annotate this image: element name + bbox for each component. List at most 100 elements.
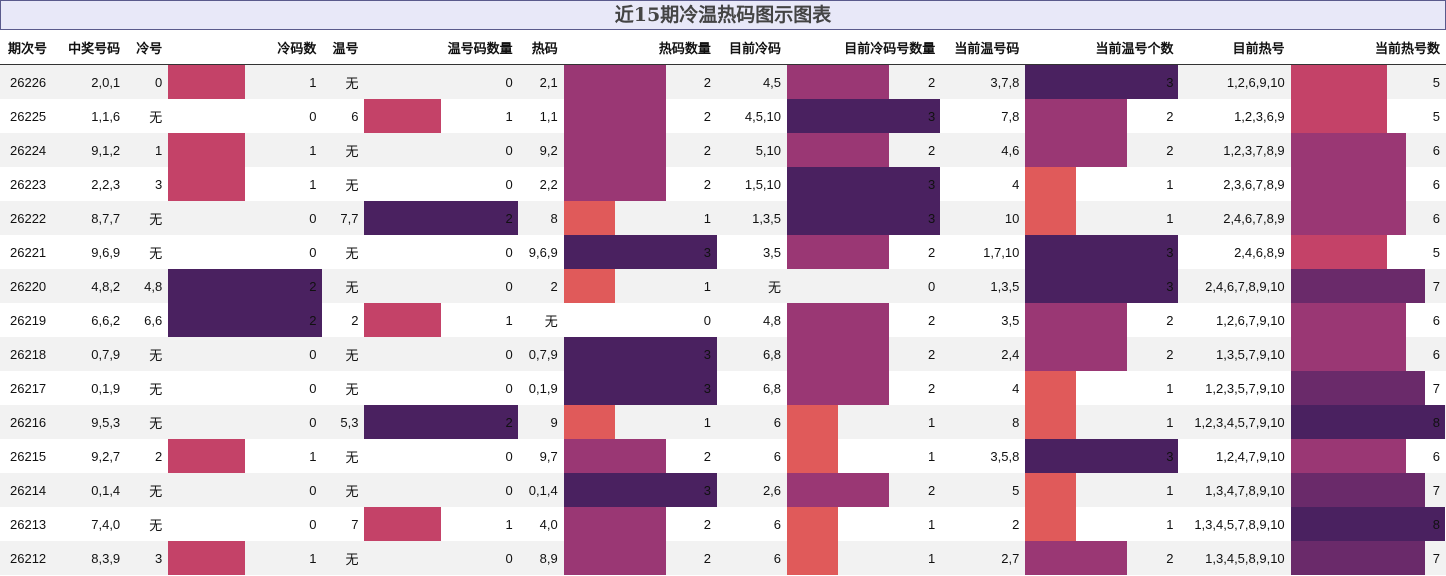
count-value: 2 [703, 176, 711, 192]
count-bar [168, 541, 246, 575]
cell-draw: 2,0,1 [57, 64, 127, 99]
header-issue[interactable]: 期次号 [0, 30, 58, 65]
cell-cold: 3 [126, 167, 169, 201]
header-current-cold[interactable]: 目前冷码 [716, 30, 788, 65]
cell-draw: 2,2,3 [57, 167, 127, 201]
cell-cold: 3 [126, 541, 169, 575]
count-bar [1025, 439, 1179, 473]
header-current-warm-count[interactable]: 当前温号个数 [1025, 30, 1180, 65]
cell-current-cold: 1,5,10 [716, 167, 788, 201]
table-row: 26216 9,5,3 无 0 5,3 2 9 1 6 1 8 1 1,2,3,4,5,7,9,10 8 [0, 405, 1446, 439]
cell-draw: 6,6,2 [57, 303, 127, 337]
table-row: 26221 9,6,9 无 0 无 0 9,6,9 3 3,5 2 1,7,10 3 2,4,6,8,9… [0, 235, 1446, 269]
table-row: 26223 2,2,3 3 1 无 0 2,2 2 1,5,10 3 4 1 2,3,6,7,8,9 6 [0, 167, 1446, 201]
cell-hot: 0,1,9 [518, 371, 564, 405]
count-bar [563, 167, 666, 201]
table-row: 26224 9,1,2 1 1 无 0 9,2 2 5,10 2 4,6 2 1,2,3,7,8,9 6 [0, 133, 1446, 167]
count-value: 1 [927, 448, 936, 464]
cell-hot: 0,7,9 [518, 337, 564, 371]
count-value: 6 [1432, 176, 1440, 192]
count-bar [787, 337, 890, 371]
count-value: 1 [1166, 482, 1174, 498]
header-draw[interactable]: 中奖号码 [57, 30, 127, 65]
cell-current-warm: 4,6 [941, 133, 1026, 167]
cell-issue: 26212 [0, 541, 58, 575]
cell-issue: 26222 [0, 201, 58, 235]
count-bar [168, 303, 323, 337]
table-row: 26220 4,8,2 4,8 2 无 0 2 1 无 0 1,3,5 3 2,4,6,7,8,9,10… [0, 269, 1446, 303]
count-bar [787, 541, 839, 575]
count-value: 1 [1166, 516, 1174, 532]
cell-current-hot: 1,2,4,7,9,10 [1179, 439, 1291, 473]
count-value: 2 [1166, 142, 1174, 158]
header-cold[interactable]: 冷号 [126, 30, 169, 65]
header-hot[interactable]: 热码 [518, 30, 564, 65]
table-row: 26222 8,7,7 无 0 7,7 2 8 1 1,3,5 3 10 1 2,4,6,7,8,9 6 [0, 201, 1446, 235]
cell-draw: 9,1,2 [57, 133, 127, 167]
header-current-cold-count[interactable]: 目前冷码号数量 [787, 30, 942, 65]
header-current-hot[interactable]: 目前热号 [1179, 30, 1291, 65]
header-current-warm[interactable]: 当前温号码 [941, 30, 1026, 65]
cell-current-hot-count: 7 [1290, 371, 1446, 405]
count-value: 5 [1432, 74, 1440, 90]
cell-cold-count: 2 [168, 269, 323, 303]
cell-warm-count: 0 [364, 133, 519, 167]
header-warm-count[interactable]: 温号码数量 [364, 30, 519, 65]
cell-current-cold-count: 2 [787, 371, 942, 405]
cell-warm-count: 0 [364, 473, 519, 507]
count-bar [787, 473, 890, 507]
cell-current-hot-count: 8 [1290, 507, 1446, 541]
cell-current-warm: 7,8 [941, 99, 1026, 133]
cell-current-warm-count: 1 [1025, 167, 1180, 201]
cell-cold-count: 0 [168, 99, 323, 133]
cell-warm: 无 [322, 133, 365, 167]
table-row: 26214 0,1,4 无 0 无 0 0,1,4 3 2,6 2 5 1 1,3,4,7,8,9,10… [0, 473, 1446, 507]
count-value: 2 [703, 108, 711, 124]
cell-cold: 1 [126, 133, 169, 167]
header-cold-count[interactable]: 冷码数 [168, 30, 323, 65]
cell-current-hot: 1,2,6,9,10 [1179, 64, 1291, 99]
cell-hot-count: 2 [563, 541, 717, 575]
header-warm[interactable]: 温号 [322, 30, 365, 65]
cell-current-hot: 2,4,6,7,8,9 [1179, 201, 1291, 235]
cell-draw: 1,1,6 [57, 99, 127, 133]
count-value: 0 [309, 414, 317, 430]
cell-current-warm-count: 1 [1025, 201, 1180, 235]
count-value: 3 [703, 244, 711, 260]
cell-current-hot: 1,3,4,7,8,9,10 [1179, 473, 1291, 507]
cell-warm: 无 [322, 541, 365, 575]
count-value: 0 [927, 278, 936, 294]
count-bar [364, 303, 442, 337]
cell-hot: 2,1 [518, 64, 564, 99]
cell-warm: 无 [322, 64, 365, 99]
count-bar [1025, 65, 1179, 99]
cell-current-cold-count: 2 [787, 337, 942, 371]
count-bar [1025, 133, 1128, 167]
cell-cold-count: 1 [168, 64, 323, 99]
count-value: 2 [1166, 108, 1174, 124]
cell-current-cold: 4,5,10 [716, 99, 788, 133]
cell-cold: 6,6 [126, 303, 169, 337]
cell-current-warm: 5 [941, 473, 1026, 507]
cell-draw: 7,4,0 [57, 507, 127, 541]
count-bar [1290, 65, 1387, 99]
cell-current-hot-count: 7 [1290, 541, 1446, 575]
count-bar [1290, 439, 1406, 473]
cell-current-warm-count: 3 [1025, 269, 1180, 303]
cell-current-hot-count: 6 [1290, 201, 1446, 235]
table-row: 26219 6,6,2 6,6 2 2 1 无 0 4,8 2 3,5 2 1,2,6,7,9,10 6 [0, 303, 1446, 337]
cell-current-cold-count: 1 [787, 541, 942, 575]
cell-warm: 无 [322, 371, 365, 405]
count-value: 0 [309, 108, 317, 124]
cell-current-cold: 6 [716, 439, 788, 473]
header-hot-count[interactable]: 热码数量 [563, 30, 717, 65]
cell-draw: 4,8,2 [57, 269, 127, 303]
cell-cold-count: 0 [168, 235, 323, 269]
count-value: 2 [927, 312, 936, 328]
count-bar [563, 201, 615, 235]
count-bar [1025, 541, 1128, 575]
cell-issue: 26225 [0, 99, 58, 133]
cell-hot-count: 2 [563, 99, 717, 133]
header-current-hot-count[interactable]: 当前热号数 [1290, 30, 1446, 65]
count-bar [1290, 337, 1406, 371]
